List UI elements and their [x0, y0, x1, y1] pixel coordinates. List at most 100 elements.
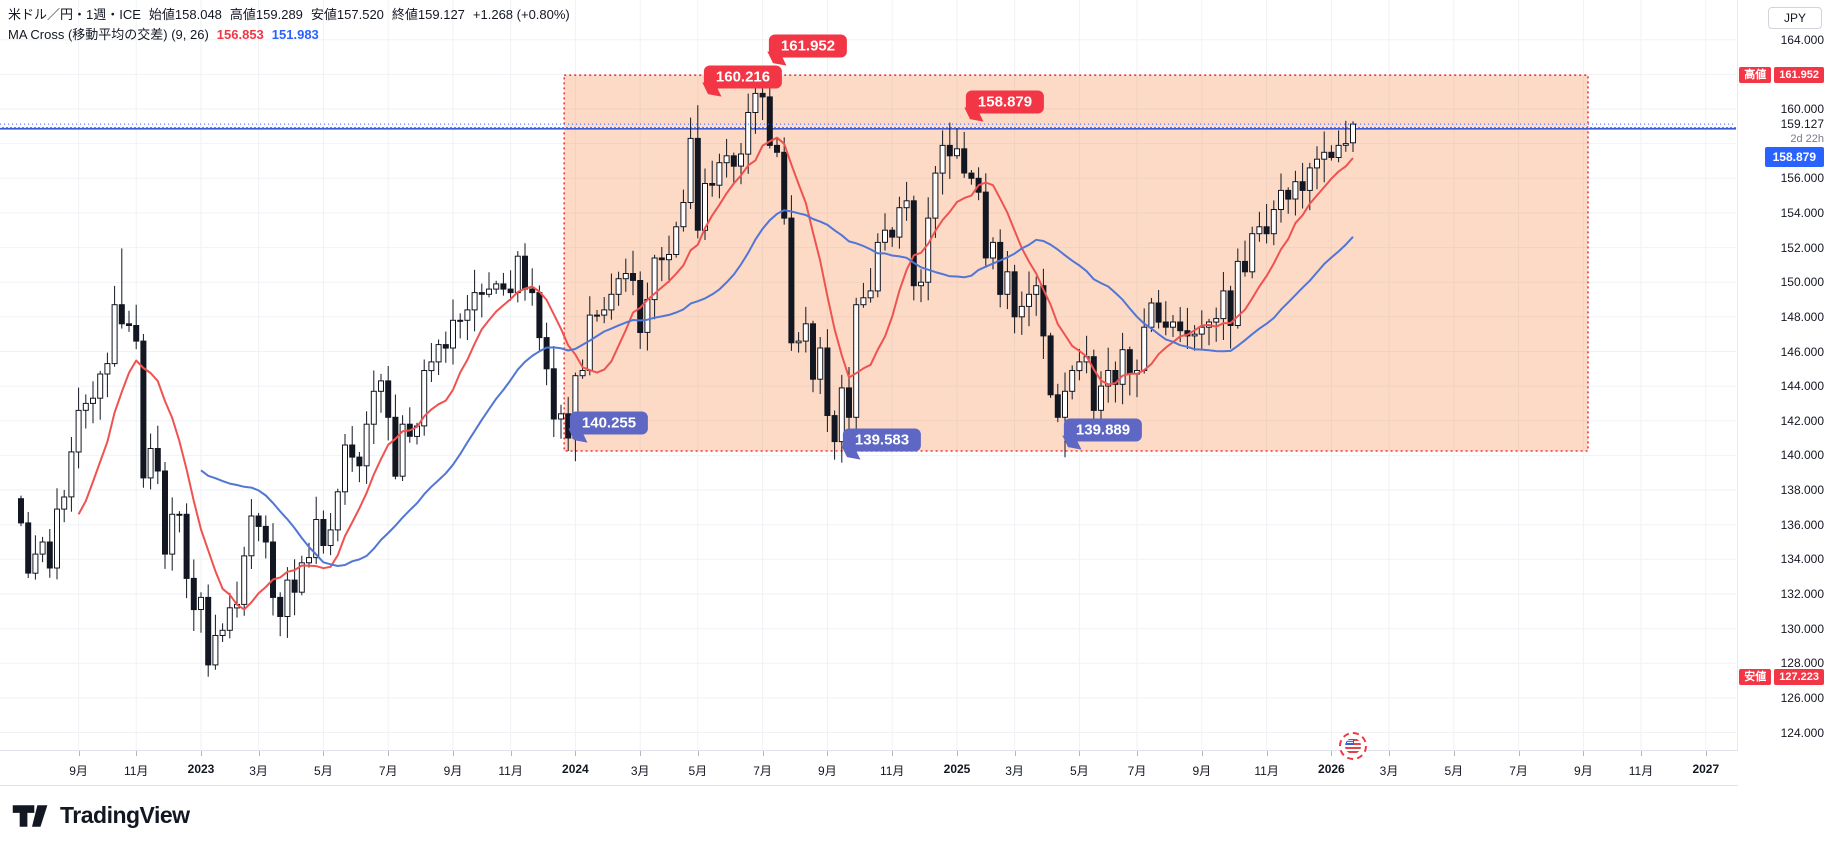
time-axis-month-label: 5月: [314, 764, 333, 778]
price-callout-139.889[interactable]: 139.889: [1062, 418, 1143, 450]
time-axis-month-label: 9月: [1192, 764, 1212, 778]
time-axis-tick: [827, 751, 829, 756]
ma-9-line[interactable]: [77, 136, 1354, 611]
us-flag-glyph: [1345, 738, 1361, 754]
time-axis-tick: [1201, 751, 1203, 756]
brand-name: TradingView: [60, 802, 190, 828]
time-axis-month-label: 11月: [879, 764, 905, 778]
grid: [0, 0, 1736, 750]
tradingview-logo[interactable]: TradingView: [12, 802, 190, 829]
price-tick-label: 148.000: [1780, 309, 1824, 324]
time-axis-tick: [640, 751, 642, 756]
time-axis-tick: [201, 751, 202, 756]
time-axis-month-label: 11月: [123, 764, 149, 778]
price-tick-label: 144.000: [1780, 379, 1824, 394]
time-axis-tick: [323, 751, 325, 756]
time-axis-tick: [1331, 751, 1333, 756]
time-axis-tick: [258, 751, 260, 756]
time-axis-tick: [1583, 751, 1585, 756]
low-price-badge: 安値 127.223: [1739, 668, 1824, 685]
price-callout-161.952[interactable]: 161.952: [767, 34, 848, 66]
time-axis-tick: [1389, 751, 1390, 756]
ohlc-close: 終値159.127: [391, 7, 465, 22]
time-axis-year-label: 2026: [1318, 762, 1345, 776]
price-callout-158.879[interactable]: 158.879: [964, 90, 1045, 122]
price-tick-label: 146.000: [1780, 344, 1824, 359]
time-axis-tick: [697, 751, 699, 756]
time-axis-month-label: 7月: [378, 764, 398, 778]
price-tick-label: 124.000: [1780, 725, 1824, 740]
price-callout-140.255[interactable]: 140.255: [568, 411, 649, 443]
price-tick-label: 136.000: [1780, 517, 1824, 532]
chart-legend: 米ドル／円・1週・ICE 始値158.048 高値159.289 安値157.520 終…: [8, 5, 578, 45]
price-tick-label: 150.000: [1780, 275, 1824, 290]
ma-fast-value: 156.853: [216, 27, 264, 42]
candles: [18, 75, 1356, 677]
time-axis-month-label: 11月: [1254, 764, 1279, 778]
time-axis-tick: [136, 751, 138, 756]
time-axis-year-label: 2024: [562, 762, 589, 776]
low-badge-label: 安値: [1739, 668, 1772, 685]
price-tick-label: 126.000: [1780, 690, 1824, 705]
horizontal-line-badge[interactable]: 158.879: [1764, 147, 1824, 168]
time-axis-tick: [1453, 751, 1455, 756]
time-axis-month-label: 9月: [69, 764, 88, 778]
price-tick-label: 154.000: [1780, 205, 1824, 220]
time-axis-tick: [1518, 751, 1520, 756]
ma-26-line[interactable]: [200, 209, 1354, 567]
symbol-title[interactable]: 米ドル／円・1週・ICE: [8, 7, 141, 22]
time-axis-month-label: 5月: [688, 764, 708, 778]
price-tick-label: 160.000: [1780, 102, 1824, 116]
time-axis-tick: [1266, 751, 1268, 756]
time-axis-tick: [1641, 751, 1642, 756]
ohlc-open: 始値158.048: [148, 7, 222, 22]
time-axis-month-label: 11月: [1628, 764, 1654, 778]
time-axis-tick: [1079, 751, 1081, 756]
price-callout-139.583[interactable]: 139.583: [841, 428, 922, 460]
high-badge-value: 161.952: [1774, 67, 1824, 84]
bar-countdown: 2d 22h: [1790, 133, 1824, 146]
price-tick-label: 130.000: [1780, 621, 1824, 636]
time-axis-month-label: 9月: [443, 764, 463, 778]
candlestick-chart[interactable]: [0, 0, 1830, 784]
time-axis-month-label: 3月: [630, 764, 650, 778]
time-axis-month-label: 9月: [818, 764, 837, 778]
time-axis-tick: [510, 751, 512, 756]
time-axis-month-label: 11月: [498, 764, 523, 778]
time-axis-tick: [762, 751, 764, 756]
us-flag-icon[interactable]: [1339, 732, 1367, 760]
high-price-badge: 高値 161.952: [1739, 67, 1824, 84]
time-axis-year-label: 2025: [943, 762, 971, 776]
ohlc-low: 安値157.520: [310, 7, 384, 22]
time-axis-tick: [78, 751, 80, 756]
price-tick-label: 140.000: [1780, 448, 1824, 463]
price-tick-label: 132.000: [1780, 587, 1824, 601]
price-tick-label: 138.000: [1780, 483, 1824, 497]
time-axis-month-label: 3月: [249, 764, 268, 778]
price-tick-label: 142.000: [1780, 413, 1824, 428]
time-axis-month-label: 7月: [753, 764, 772, 778]
current-price-label: 159.127: [1780, 117, 1824, 132]
indicator-title[interactable]: MA Cross (移動平均の交差) (9, 26): [8, 27, 209, 42]
ohlc-high: 高値159.289: [229, 7, 303, 22]
time-axis-month-label: 5月: [1070, 764, 1089, 778]
time-axis-tick: [453, 751, 454, 756]
time-axis-tick: [575, 751, 577, 756]
time-axis[interactable]: 9月 11月 2023 3月 5月 7月 9月 11月 2024 3月 5月 7月 9月 11月 2025 3…: [0, 750, 1738, 786]
low-badge-value: 127.223: [1774, 668, 1824, 685]
price-callout-160.216[interactable]: 160.216: [702, 65, 783, 97]
price-axis[interactable]: JPY 高値 161.952 159.127 2d 22h 158.879 安値…: [1737, 0, 1830, 784]
time-axis-tick: [388, 751, 390, 756]
price-change: +1.268 (+0.80%): [472, 7, 570, 22]
ma-slow-value: 151.983: [271, 27, 319, 42]
time-axis-month-label: 9月: [1574, 764, 1593, 778]
horizontal-line[interactable]: [0, 126, 1736, 130]
price-tick-label: 152.000: [1780, 240, 1824, 255]
time-axis-tick: [892, 751, 894, 756]
currency-badge[interactable]: JPY: [1768, 7, 1822, 29]
time-axis-month-label: 7月: [1509, 764, 1528, 778]
time-axis-tick: [957, 751, 958, 756]
time-axis-tick: [1014, 751, 1016, 756]
time-axis-tick: [1137, 751, 1138, 756]
